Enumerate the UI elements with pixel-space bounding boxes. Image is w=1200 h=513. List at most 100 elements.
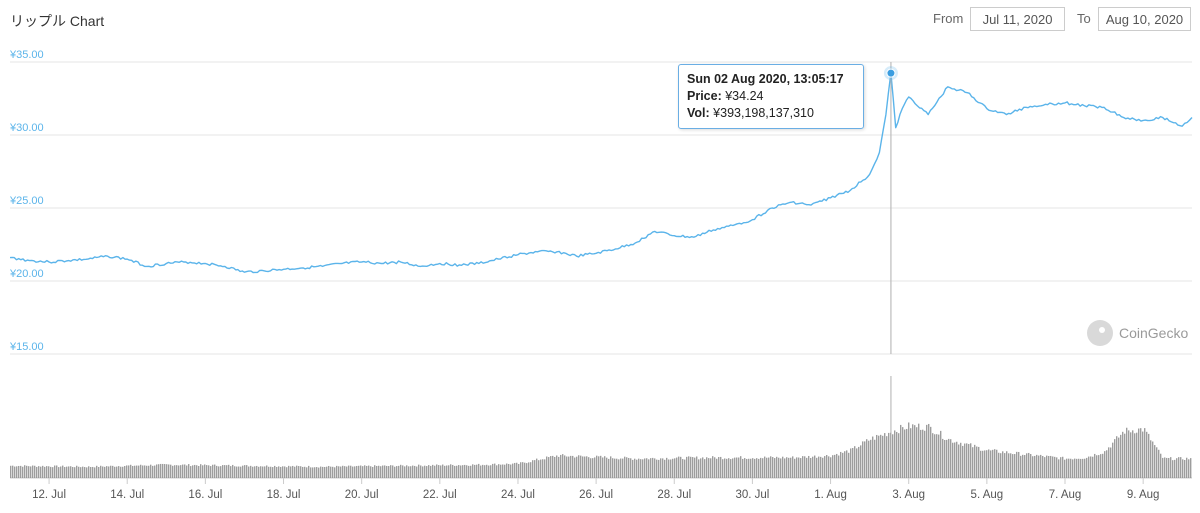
- volume-bar: [178, 465, 180, 478]
- volume-bar: [16, 466, 18, 478]
- volume-bar: [244, 465, 246, 478]
- volume-bar: [704, 459, 706, 478]
- volume-bar: [724, 458, 726, 478]
- y-tick-label: ¥15.00: [9, 341, 44, 353]
- volume-bar: [696, 456, 698, 478]
- volume-bar: [496, 465, 498, 478]
- x-tick-label: 12. Jul: [32, 489, 66, 501]
- to-date-input[interactable]: Aug 10, 2020: [1098, 7, 1191, 31]
- volume-bar: [834, 454, 836, 478]
- volume-bar: [952, 442, 954, 478]
- volume-bar: [454, 465, 456, 478]
- volume-bar: [122, 466, 124, 478]
- volume-bar: [1082, 458, 1084, 478]
- volume-bar: [210, 466, 212, 478]
- volume-bar: [826, 454, 828, 478]
- volume-bar: [1148, 433, 1150, 478]
- volume-bar: [544, 459, 546, 478]
- volume-bar: [774, 458, 776, 478]
- volume-bar: [304, 466, 306, 478]
- volume-bar: [1124, 433, 1126, 478]
- volume-bar: [56, 465, 58, 478]
- volume-bar: [86, 467, 88, 478]
- volume-bar: [1162, 457, 1164, 478]
- volume-bar: [446, 465, 448, 478]
- volume-bar: [106, 466, 108, 478]
- volume-bar: [814, 455, 816, 478]
- volume-bar: [508, 463, 510, 478]
- volume-bar: [962, 445, 964, 478]
- volume-bar: [958, 444, 960, 478]
- volume-bar: [376, 465, 378, 478]
- volume-bar: [180, 465, 182, 478]
- volume-bar: [1010, 453, 1012, 478]
- volume-bar: [252, 466, 254, 478]
- volume-bar: [640, 459, 642, 478]
- volume-bar: [800, 458, 802, 478]
- volume-bar: [874, 439, 876, 478]
- volume-bar: [1070, 458, 1072, 478]
- volume-bar: [1086, 457, 1088, 478]
- volume-bar: [62, 465, 64, 478]
- volume-bar: [624, 456, 626, 478]
- volume-bar: [796, 457, 798, 478]
- volume-bar: [648, 459, 650, 478]
- volume-bar: [142, 465, 144, 478]
- volume-bar: [1062, 456, 1064, 478]
- volume-bar: [804, 456, 806, 478]
- volume-bar: [250, 465, 252, 478]
- volume-bar: [698, 459, 700, 478]
- price-series[interactable]: [9, 72, 1193, 274]
- volume-bar: [96, 465, 98, 478]
- volume-bar: [134, 465, 136, 478]
- volume-bar: [382, 465, 384, 478]
- volume-bar: [384, 465, 386, 478]
- y-tick-label: ¥35.00: [9, 49, 44, 61]
- volume-bar: [558, 456, 560, 478]
- volume-bar: [1002, 451, 1004, 478]
- volume-bar: [202, 465, 204, 478]
- volume-bar: [48, 466, 50, 478]
- volume-bar: [1006, 451, 1008, 478]
- volume-bar: [380, 466, 382, 478]
- volume-bar: [400, 464, 402, 478]
- volume-bar: [1180, 457, 1182, 478]
- volume-bar: [816, 457, 818, 478]
- volume-bar: [1036, 454, 1038, 478]
- volume-bar: [1144, 428, 1146, 478]
- volume-bar: [894, 430, 896, 478]
- volume-bar: [520, 462, 522, 478]
- volume-bar: [34, 465, 36, 478]
- volume-bar: [1048, 455, 1050, 478]
- volume-bar: [752, 458, 754, 478]
- volume-bar: [158, 464, 160, 478]
- volume-bar: [486, 464, 488, 478]
- volume-bar: [768, 457, 770, 478]
- from-date-input[interactable]: Jul 11, 2020: [970, 7, 1065, 31]
- volume-bar: [734, 457, 736, 478]
- volume-bar: [418, 464, 420, 478]
- volume-bar: [674, 458, 676, 478]
- volume-bar: [946, 439, 948, 478]
- volume-bar: [740, 456, 742, 478]
- volume-bar: [1076, 458, 1078, 478]
- volume-bar: [772, 457, 774, 478]
- volume-bar: [404, 466, 406, 478]
- volume-bar: [988, 449, 990, 478]
- from-label: From: [933, 11, 964, 26]
- volume-bar: [906, 428, 908, 478]
- volume-bar: [1172, 460, 1174, 478]
- volume-bar: [218, 466, 220, 478]
- volume-bar: [344, 466, 346, 478]
- volume-bar: [720, 456, 722, 478]
- volume-bar: [534, 460, 536, 478]
- volume-bar: [1122, 431, 1124, 478]
- volume-bar: [688, 456, 690, 478]
- volume-bar: [1182, 459, 1184, 478]
- volume-bar: [666, 457, 668, 478]
- volume-bar: [490, 465, 492, 478]
- volume-bar: [198, 465, 200, 478]
- volume-bar: [82, 466, 84, 478]
- volume-bar: [690, 456, 692, 478]
